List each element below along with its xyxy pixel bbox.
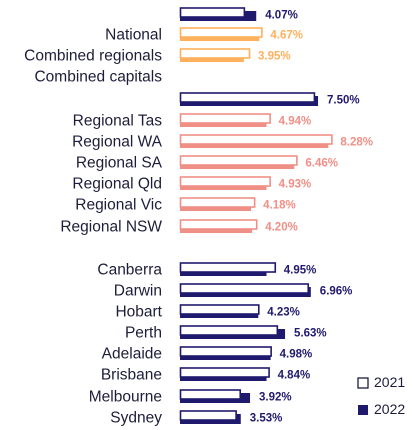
category-label: Adelaide — [102, 346, 162, 363]
value-label: 7.50% — [327, 95, 360, 107]
value-label: 4.98% — [280, 349, 313, 361]
legend: 2021 2022 — [357, 374, 405, 417]
legend-label-2021: 2021 — [374, 374, 405, 390]
bar-2021 — [179, 92, 316, 103]
legend-swatch-2021 — [357, 377, 369, 389]
bars — [179, 7, 333, 424]
value-labels: 4.07% 4.67% 3.95% 7.50% 4.94% 8.28%6.46% 4.93%… — [250, 10, 373, 425]
category-label: Regional NSW — [60, 219, 162, 236]
bar-2021 — [179, 262, 277, 273]
category-label: Sydney — [110, 410, 162, 427]
bar-2021 — [179, 219, 258, 230]
bar-2021 — [179, 410, 237, 421]
value-label: 6.96% — [320, 286, 353, 298]
category-label: Regional WA — [72, 134, 163, 151]
bar-2021 — [179, 27, 263, 38]
value-label: 4.67% — [270, 30, 303, 42]
value-label: 4.94% — [279, 116, 312, 128]
category-label: Combined capitals — [34, 69, 162, 86]
value-label: 3.92% — [259, 392, 292, 404]
category-labels: National Combined regionals Combined capit… — [24, 27, 163, 427]
value-label: 4.07% — [265, 10, 298, 22]
legend-swatch-2022 — [358, 405, 368, 415]
value-label: 4.93% — [279, 179, 312, 191]
category-label: Melbourne — [89, 389, 162, 406]
bar-2021 — [179, 304, 260, 315]
category-label: Darwin — [114, 283, 162, 300]
bar-2021 — [179, 134, 333, 145]
category-label: Regional Vic — [75, 197, 162, 214]
bar-2021 — [179, 7, 246, 18]
bar-2021 — [179, 346, 272, 357]
value-label: 4.20% — [265, 222, 298, 234]
bar-2021 — [179, 367, 270, 378]
bar-2021 — [179, 197, 256, 208]
category-label: Regional Qld — [72, 176, 162, 193]
bar-2021 — [179, 389, 242, 400]
category-label: Regional Tas — [73, 113, 163, 130]
value-label: 4.84% — [278, 370, 311, 382]
category-label: Combined regionals — [24, 48, 162, 65]
value-label: 4.18% — [263, 200, 296, 212]
value-label: 3.95% — [258, 51, 291, 63]
bar-2021 — [179, 176, 271, 187]
bar-2021 — [179, 325, 279, 336]
bar-2021 — [179, 48, 251, 59]
value-label: 8.28% — [340, 137, 373, 149]
value-label: 4.95% — [284, 265, 317, 277]
legend-label-2022: 2022 — [374, 401, 405, 417]
category-label: National — [105, 27, 162, 44]
value-label: 6.46% — [305, 158, 338, 170]
category-label: Hobart — [115, 304, 162, 321]
bar-2021 — [179, 113, 271, 124]
value-label: 3.53% — [250, 413, 283, 425]
bar-2021 — [179, 155, 298, 166]
category-label: Brisbane — [101, 367, 162, 384]
bar-2021 — [179, 283, 310, 294]
category-label: Regional SA — [76, 155, 163, 172]
category-label: Perth — [125, 325, 162, 342]
category-label: Canberra — [97, 262, 162, 279]
value-label: 5.63% — [294, 328, 327, 340]
value-label: 4.23% — [267, 307, 300, 319]
